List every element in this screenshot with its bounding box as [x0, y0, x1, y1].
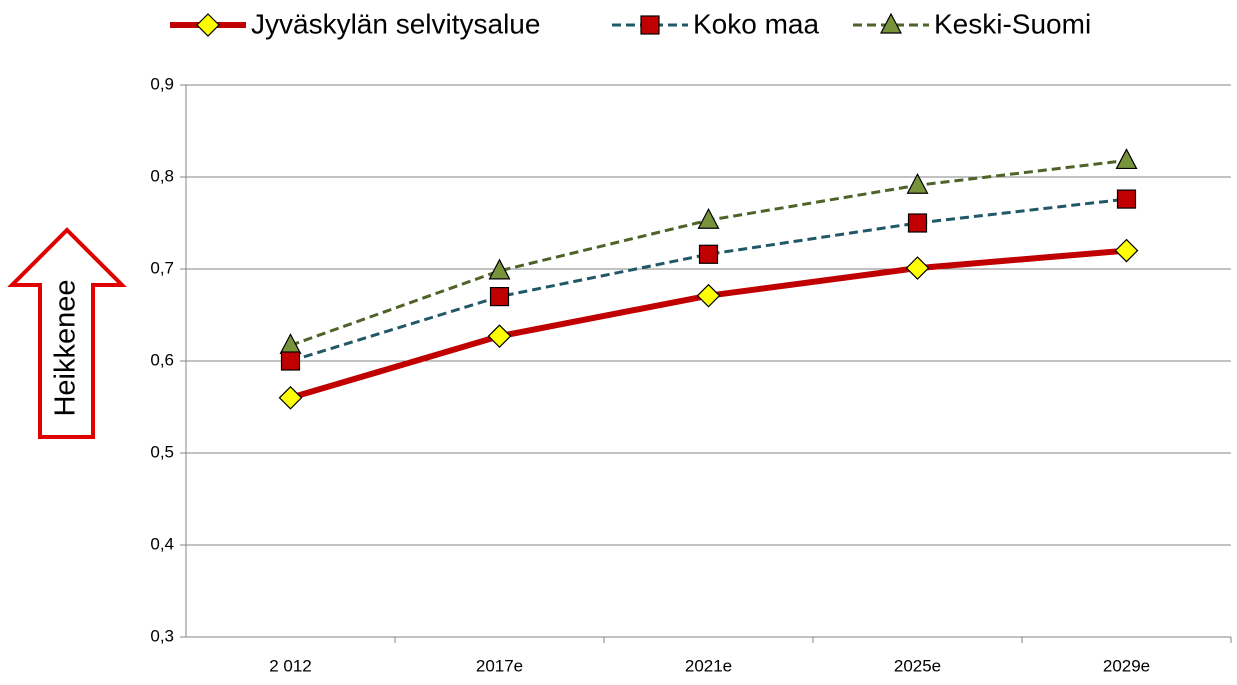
x-tick-label: 2 012	[269, 656, 312, 675]
x-tick-label: 2017e	[476, 656, 523, 675]
series-line	[290, 197, 1127, 363]
data-point	[1116, 189, 1137, 209]
x-tick-label: 2021e	[685, 656, 732, 675]
data-point	[278, 385, 303, 410]
legend-marker	[196, 13, 220, 37]
data-point	[698, 244, 719, 264]
data-point	[488, 258, 511, 280]
x-tick-label: 2029e	[1103, 656, 1150, 675]
x-tick-label: 2025e	[894, 656, 941, 675]
data-point	[905, 256, 930, 280]
y-tick-label: 0,8	[150, 166, 174, 185]
data-point	[907, 213, 928, 233]
data-point	[280, 351, 301, 371]
data-point	[487, 324, 512, 349]
data-point	[696, 283, 721, 308]
y-tick-label: 0,4	[150, 534, 174, 553]
y-tick-label: 0,3	[150, 626, 174, 645]
series-line	[289, 247, 1127, 401]
arrow	[7, 227, 127, 439]
y-tick-label: 0,9	[150, 74, 174, 93]
data-point	[1115, 148, 1138, 170]
legend-label: Keski-Suomi	[934, 8, 1091, 39]
data-point	[906, 172, 929, 194]
legend-label: Koko maa	[693, 8, 819, 39]
legend-marker	[880, 12, 902, 34]
data-point	[1114, 238, 1139, 263]
data-point	[697, 207, 720, 229]
legend-marker	[640, 15, 660, 35]
y-tick-label: 0,7	[150, 258, 174, 277]
y-tick-label: 0,6	[150, 350, 174, 369]
y-tick-label: 0,5	[150, 442, 174, 461]
legend-label: Jyväskylän selvitysalue	[251, 8, 540, 39]
annotation: Heikkenee	[50, 279, 82, 416]
data-point	[489, 287, 510, 307]
